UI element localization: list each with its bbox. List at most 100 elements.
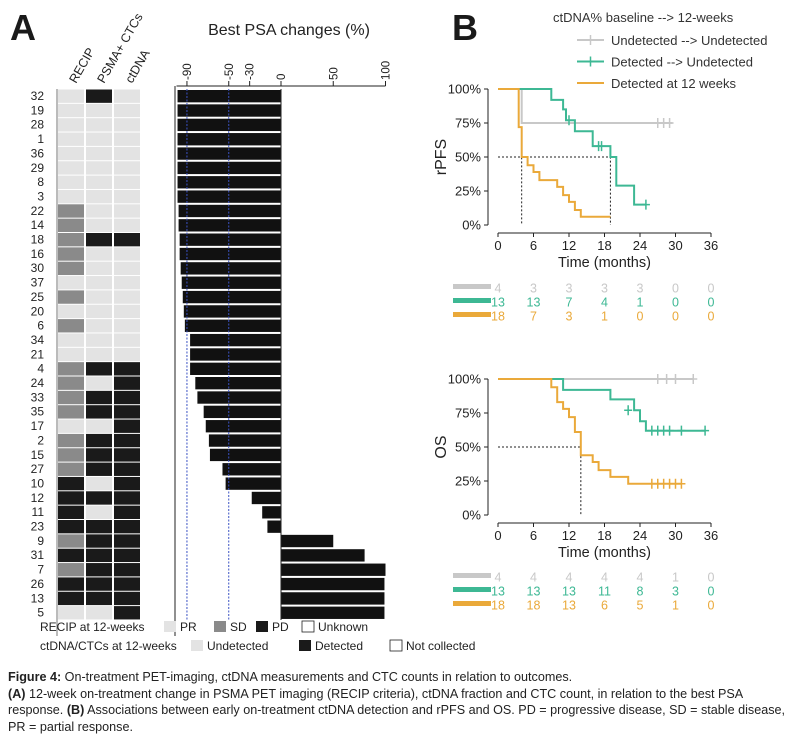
rpfs-y-tick-label: 100% (448, 82, 482, 97)
ctc-cell (86, 89, 112, 103)
psa-tick-label: 100 (381, 61, 393, 80)
os-risk-swatch (453, 587, 491, 592)
recip-cell (58, 218, 84, 232)
os-risk-swatch (453, 573, 491, 578)
rpfs-censor-mark (665, 118, 674, 128)
psa-bar (281, 592, 385, 605)
os-risk-count: 13 (562, 599, 576, 613)
ctdna-cell (114, 448, 140, 462)
psa-bar (181, 276, 281, 289)
rpfs-y-tick-label: 75% (455, 116, 481, 131)
psa-bar (251, 491, 281, 505)
os-risk-count: 1 (672, 571, 679, 585)
rpfs-risk-count: 3 (566, 282, 573, 296)
recip-cell (58, 505, 84, 519)
os-x-tick-label: 12 (562, 528, 576, 543)
rpfs-risk-count: 13 (491, 296, 505, 310)
ctc-cell (86, 319, 112, 333)
ctc-cell (86, 591, 112, 606)
recip-cell (58, 448, 84, 462)
os-risk-count: 8 (637, 585, 644, 599)
os-risk-count: 5 (637, 599, 644, 613)
rpfs-risk-count: 3 (637, 282, 644, 296)
patient-id: 33 (31, 390, 45, 404)
rpfs-risk-count: 1 (601, 310, 608, 324)
rpfs-risk-count: 7 (566, 296, 573, 310)
recip-cell (58, 419, 84, 433)
rpfs-x-axis-title: Time (months) (558, 255, 651, 271)
os-y-tick-label: 25% (455, 474, 481, 489)
psa-tick-label: -50 (224, 63, 236, 80)
patient-id: 30 (31, 261, 45, 275)
ctc-cell (86, 376, 112, 390)
os-censor-mark (677, 478, 686, 489)
rpfs-risk-count: 1 (637, 296, 644, 310)
recip-cell (58, 491, 84, 505)
ctdna-cell (114, 390, 140, 405)
ctc-cell (86, 189, 112, 204)
rpfs-risk-swatch (453, 312, 491, 317)
ctc-cell (86, 175, 112, 189)
recip-cell (58, 132, 84, 146)
psa-bar (222, 463, 281, 476)
rpfs-risk-count: 0 (672, 282, 679, 296)
psa-bar (177, 176, 281, 189)
recip-cell (58, 390, 84, 405)
psa-bar (267, 520, 281, 533)
recip-cell (58, 591, 84, 606)
psa-tick-label: -90 (182, 63, 194, 80)
recip-cell (58, 534, 84, 548)
recip-cell (58, 333, 84, 347)
rpfs-x-tick-label: 12 (562, 238, 576, 253)
psa-bar (179, 247, 281, 261)
caption-a-text: 12-week on-treatment change in PSMA PET … (8, 686, 743, 718)
psa-bar (197, 391, 281, 404)
os-risk-swatch (453, 601, 491, 606)
ctc-cell (86, 362, 112, 376)
psa-bar (177, 104, 281, 117)
os-y-tick-label: 100% (448, 372, 482, 387)
psa-bar (281, 549, 365, 562)
rpfs-risk-count: 0 (708, 296, 715, 310)
caption-b-text: Associations between early on-treatment … (8, 703, 786, 734)
recip-cell (58, 347, 84, 362)
legend-recip-swatch (214, 621, 226, 632)
psa-tick-label: 0 (276, 74, 288, 80)
os-y-tick-label: 75% (455, 406, 481, 421)
psa-tick-label: -30 (245, 63, 257, 80)
ctc-cell (86, 405, 112, 419)
patient-id: 18 (31, 233, 45, 247)
psa-bar (183, 305, 281, 318)
rpfs-risk-count: 4 (601, 296, 608, 310)
ctdna-cell (114, 218, 140, 232)
psa-bar (190, 362, 281, 375)
patient-id: 25 (31, 290, 45, 304)
legend-recip-swatch (301, 620, 315, 633)
patient-id: 28 (31, 118, 45, 132)
patient-id: 13 (31, 591, 45, 605)
legend-ctdna-swatch (191, 640, 203, 651)
rpfs-x-tick-label: 36 (704, 238, 718, 253)
psa-bar (177, 90, 281, 103)
ctc-cell (86, 577, 112, 591)
legend-ctdna-label: Detected (315, 639, 363, 653)
psa-chart-title: Best PSA changes (%) (208, 22, 370, 39)
ctc-cell (86, 563, 112, 577)
os-x-tick-label: 24 (633, 528, 647, 543)
ctc-cell (86, 204, 112, 218)
psa-bar (179, 233, 281, 246)
ctc-cell (86, 118, 112, 132)
legend-ctdna-swatch (389, 639, 403, 652)
os-risk-count: 13 (527, 585, 541, 599)
ctdna-cell (114, 534, 140, 548)
recip-cell (58, 376, 84, 390)
os-censor-mark (662, 374, 671, 384)
rpfs-x-tick-label: 0 (494, 238, 501, 253)
patient-id: 16 (31, 247, 45, 261)
psa-bar (177, 190, 281, 203)
recip-cell (58, 577, 84, 591)
ctc-cell (86, 390, 112, 405)
rpfs-median-line (498, 156, 523, 225)
